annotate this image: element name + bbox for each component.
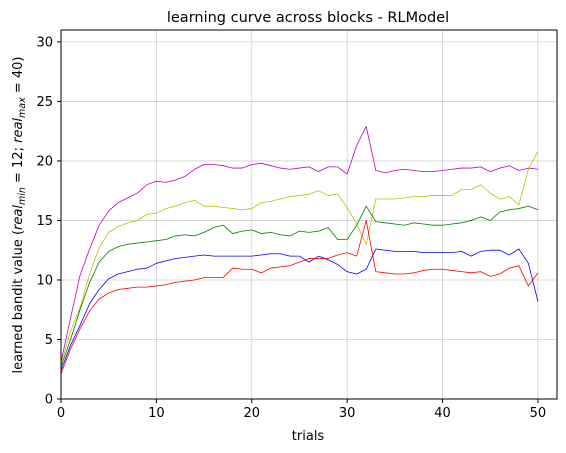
series-line-1 — [60, 126, 538, 363]
x-tick-label: 40 — [434, 406, 451, 421]
y-tick-label: 10 — [36, 273, 53, 288]
series-line-3 — [60, 205, 539, 367]
grid-lines — [60, 30, 557, 400]
x-tick-label: 50 — [530, 406, 547, 421]
series-line-4 — [60, 248, 539, 371]
series-lines — [60, 126, 539, 375]
x-tick-label: 0 — [57, 406, 65, 421]
y-tick-label: 30 — [36, 35, 53, 50]
x-axis-label: trials — [292, 429, 325, 444]
y-tick-label: 20 — [36, 154, 53, 169]
chart-title: learning curve across blocks - RLModel — [167, 10, 449, 26]
x-tick-label: 30 — [339, 406, 356, 421]
y-tick-label: 0 — [45, 393, 53, 408]
y-axis-label: learned bandit value (realmin = 12; real… — [11, 56, 28, 373]
series-line-2 — [60, 151, 539, 365]
x-tick-label: 10 — [148, 406, 165, 421]
plot-frame — [60, 29, 558, 400]
y-tick-label: 5 — [45, 333, 53, 348]
y-tick-label: 25 — [36, 95, 53, 110]
axis-ticks: 0 10 20 30 40 50 0 5 10 15 20 25 30 — [36, 35, 546, 421]
x-tick-label: 20 — [243, 406, 260, 421]
series-line-5 — [60, 220, 539, 375]
y-tick-label: 15 — [36, 214, 53, 229]
